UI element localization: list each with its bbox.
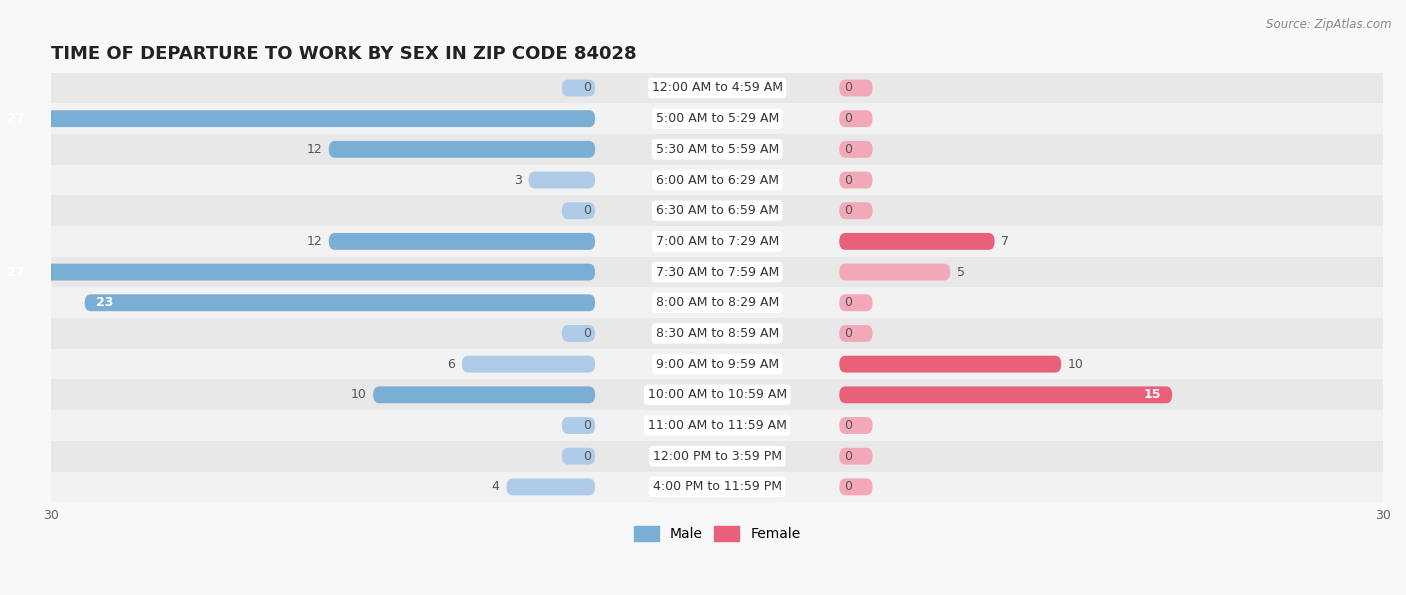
- FancyBboxPatch shape: [52, 318, 1384, 349]
- FancyBboxPatch shape: [839, 141, 873, 158]
- FancyBboxPatch shape: [52, 134, 1384, 165]
- FancyBboxPatch shape: [562, 202, 595, 219]
- FancyBboxPatch shape: [839, 171, 873, 189]
- Text: 12:00 AM to 4:59 AM: 12:00 AM to 4:59 AM: [652, 82, 783, 95]
- Text: 7:00 AM to 7:29 AM: 7:00 AM to 7:29 AM: [655, 235, 779, 248]
- Text: 7: 7: [1001, 235, 1010, 248]
- Text: 0: 0: [582, 327, 591, 340]
- Text: 5: 5: [957, 265, 965, 278]
- Text: 0: 0: [844, 296, 852, 309]
- FancyBboxPatch shape: [839, 202, 873, 219]
- FancyBboxPatch shape: [562, 448, 595, 465]
- FancyBboxPatch shape: [839, 356, 1062, 372]
- FancyBboxPatch shape: [463, 356, 595, 372]
- FancyBboxPatch shape: [52, 165, 1384, 195]
- Text: 6:00 AM to 6:29 AM: 6:00 AM to 6:29 AM: [655, 174, 779, 187]
- Text: Source: ZipAtlas.com: Source: ZipAtlas.com: [1267, 18, 1392, 31]
- FancyBboxPatch shape: [839, 264, 950, 280]
- Legend: Male, Female: Male, Female: [628, 521, 806, 547]
- Text: 0: 0: [844, 112, 852, 125]
- FancyBboxPatch shape: [52, 287, 1384, 318]
- FancyBboxPatch shape: [839, 386, 1173, 403]
- Text: 9:00 AM to 9:59 AM: 9:00 AM to 9:59 AM: [655, 358, 779, 371]
- FancyBboxPatch shape: [52, 471, 1384, 502]
- FancyBboxPatch shape: [84, 295, 595, 311]
- Text: 8:30 AM to 8:59 AM: 8:30 AM to 8:59 AM: [655, 327, 779, 340]
- FancyBboxPatch shape: [839, 478, 873, 495]
- FancyBboxPatch shape: [52, 195, 1384, 226]
- Text: 0: 0: [844, 174, 852, 187]
- Text: 5:00 AM to 5:29 AM: 5:00 AM to 5:29 AM: [655, 112, 779, 125]
- Text: 0: 0: [582, 450, 591, 463]
- Text: 3: 3: [515, 174, 522, 187]
- Text: 0: 0: [844, 419, 852, 432]
- FancyBboxPatch shape: [0, 110, 595, 127]
- Text: 0: 0: [844, 204, 852, 217]
- FancyBboxPatch shape: [0, 264, 595, 280]
- Text: 27: 27: [7, 112, 24, 125]
- FancyBboxPatch shape: [839, 233, 994, 250]
- Text: 6: 6: [447, 358, 456, 371]
- FancyBboxPatch shape: [562, 417, 595, 434]
- FancyBboxPatch shape: [839, 325, 873, 342]
- Text: 7:30 AM to 7:59 AM: 7:30 AM to 7:59 AM: [655, 265, 779, 278]
- Text: 0: 0: [844, 143, 852, 156]
- Text: 4:00 PM to 11:59 PM: 4:00 PM to 11:59 PM: [652, 480, 782, 493]
- Text: 0: 0: [582, 419, 591, 432]
- FancyBboxPatch shape: [839, 448, 873, 465]
- FancyBboxPatch shape: [373, 386, 595, 403]
- Text: 0: 0: [582, 204, 591, 217]
- FancyBboxPatch shape: [52, 380, 1384, 410]
- Text: 0: 0: [844, 480, 852, 493]
- Text: 12: 12: [307, 143, 322, 156]
- FancyBboxPatch shape: [52, 257, 1384, 287]
- Text: 0: 0: [844, 82, 852, 95]
- FancyBboxPatch shape: [506, 478, 595, 495]
- FancyBboxPatch shape: [52, 104, 1384, 134]
- FancyBboxPatch shape: [52, 441, 1384, 471]
- Text: 0: 0: [582, 82, 591, 95]
- FancyBboxPatch shape: [562, 80, 595, 96]
- Text: 23: 23: [96, 296, 112, 309]
- Text: 6:30 AM to 6:59 AM: 6:30 AM to 6:59 AM: [655, 204, 779, 217]
- FancyBboxPatch shape: [529, 171, 595, 189]
- Text: 11:00 AM to 11:59 AM: 11:00 AM to 11:59 AM: [648, 419, 786, 432]
- Text: 0: 0: [844, 450, 852, 463]
- FancyBboxPatch shape: [329, 233, 595, 250]
- Text: 27: 27: [7, 265, 24, 278]
- Text: 10:00 AM to 10:59 AM: 10:00 AM to 10:59 AM: [648, 389, 787, 401]
- Text: 8:00 AM to 8:29 AM: 8:00 AM to 8:29 AM: [655, 296, 779, 309]
- FancyBboxPatch shape: [52, 410, 1384, 441]
- FancyBboxPatch shape: [839, 417, 873, 434]
- FancyBboxPatch shape: [52, 349, 1384, 380]
- FancyBboxPatch shape: [839, 295, 873, 311]
- Text: 15: 15: [1143, 389, 1161, 401]
- FancyBboxPatch shape: [839, 110, 873, 127]
- FancyBboxPatch shape: [562, 325, 595, 342]
- Text: TIME OF DEPARTURE TO WORK BY SEX IN ZIP CODE 84028: TIME OF DEPARTURE TO WORK BY SEX IN ZIP …: [52, 45, 637, 62]
- Text: 10: 10: [1069, 358, 1084, 371]
- Text: 10: 10: [350, 389, 367, 401]
- Text: 12:00 PM to 3:59 PM: 12:00 PM to 3:59 PM: [652, 450, 782, 463]
- FancyBboxPatch shape: [839, 80, 873, 96]
- Text: 12: 12: [307, 235, 322, 248]
- FancyBboxPatch shape: [52, 73, 1384, 104]
- Text: 4: 4: [492, 480, 499, 493]
- Text: 0: 0: [844, 327, 852, 340]
- Text: 5:30 AM to 5:59 AM: 5:30 AM to 5:59 AM: [655, 143, 779, 156]
- FancyBboxPatch shape: [52, 226, 1384, 257]
- FancyBboxPatch shape: [329, 141, 595, 158]
